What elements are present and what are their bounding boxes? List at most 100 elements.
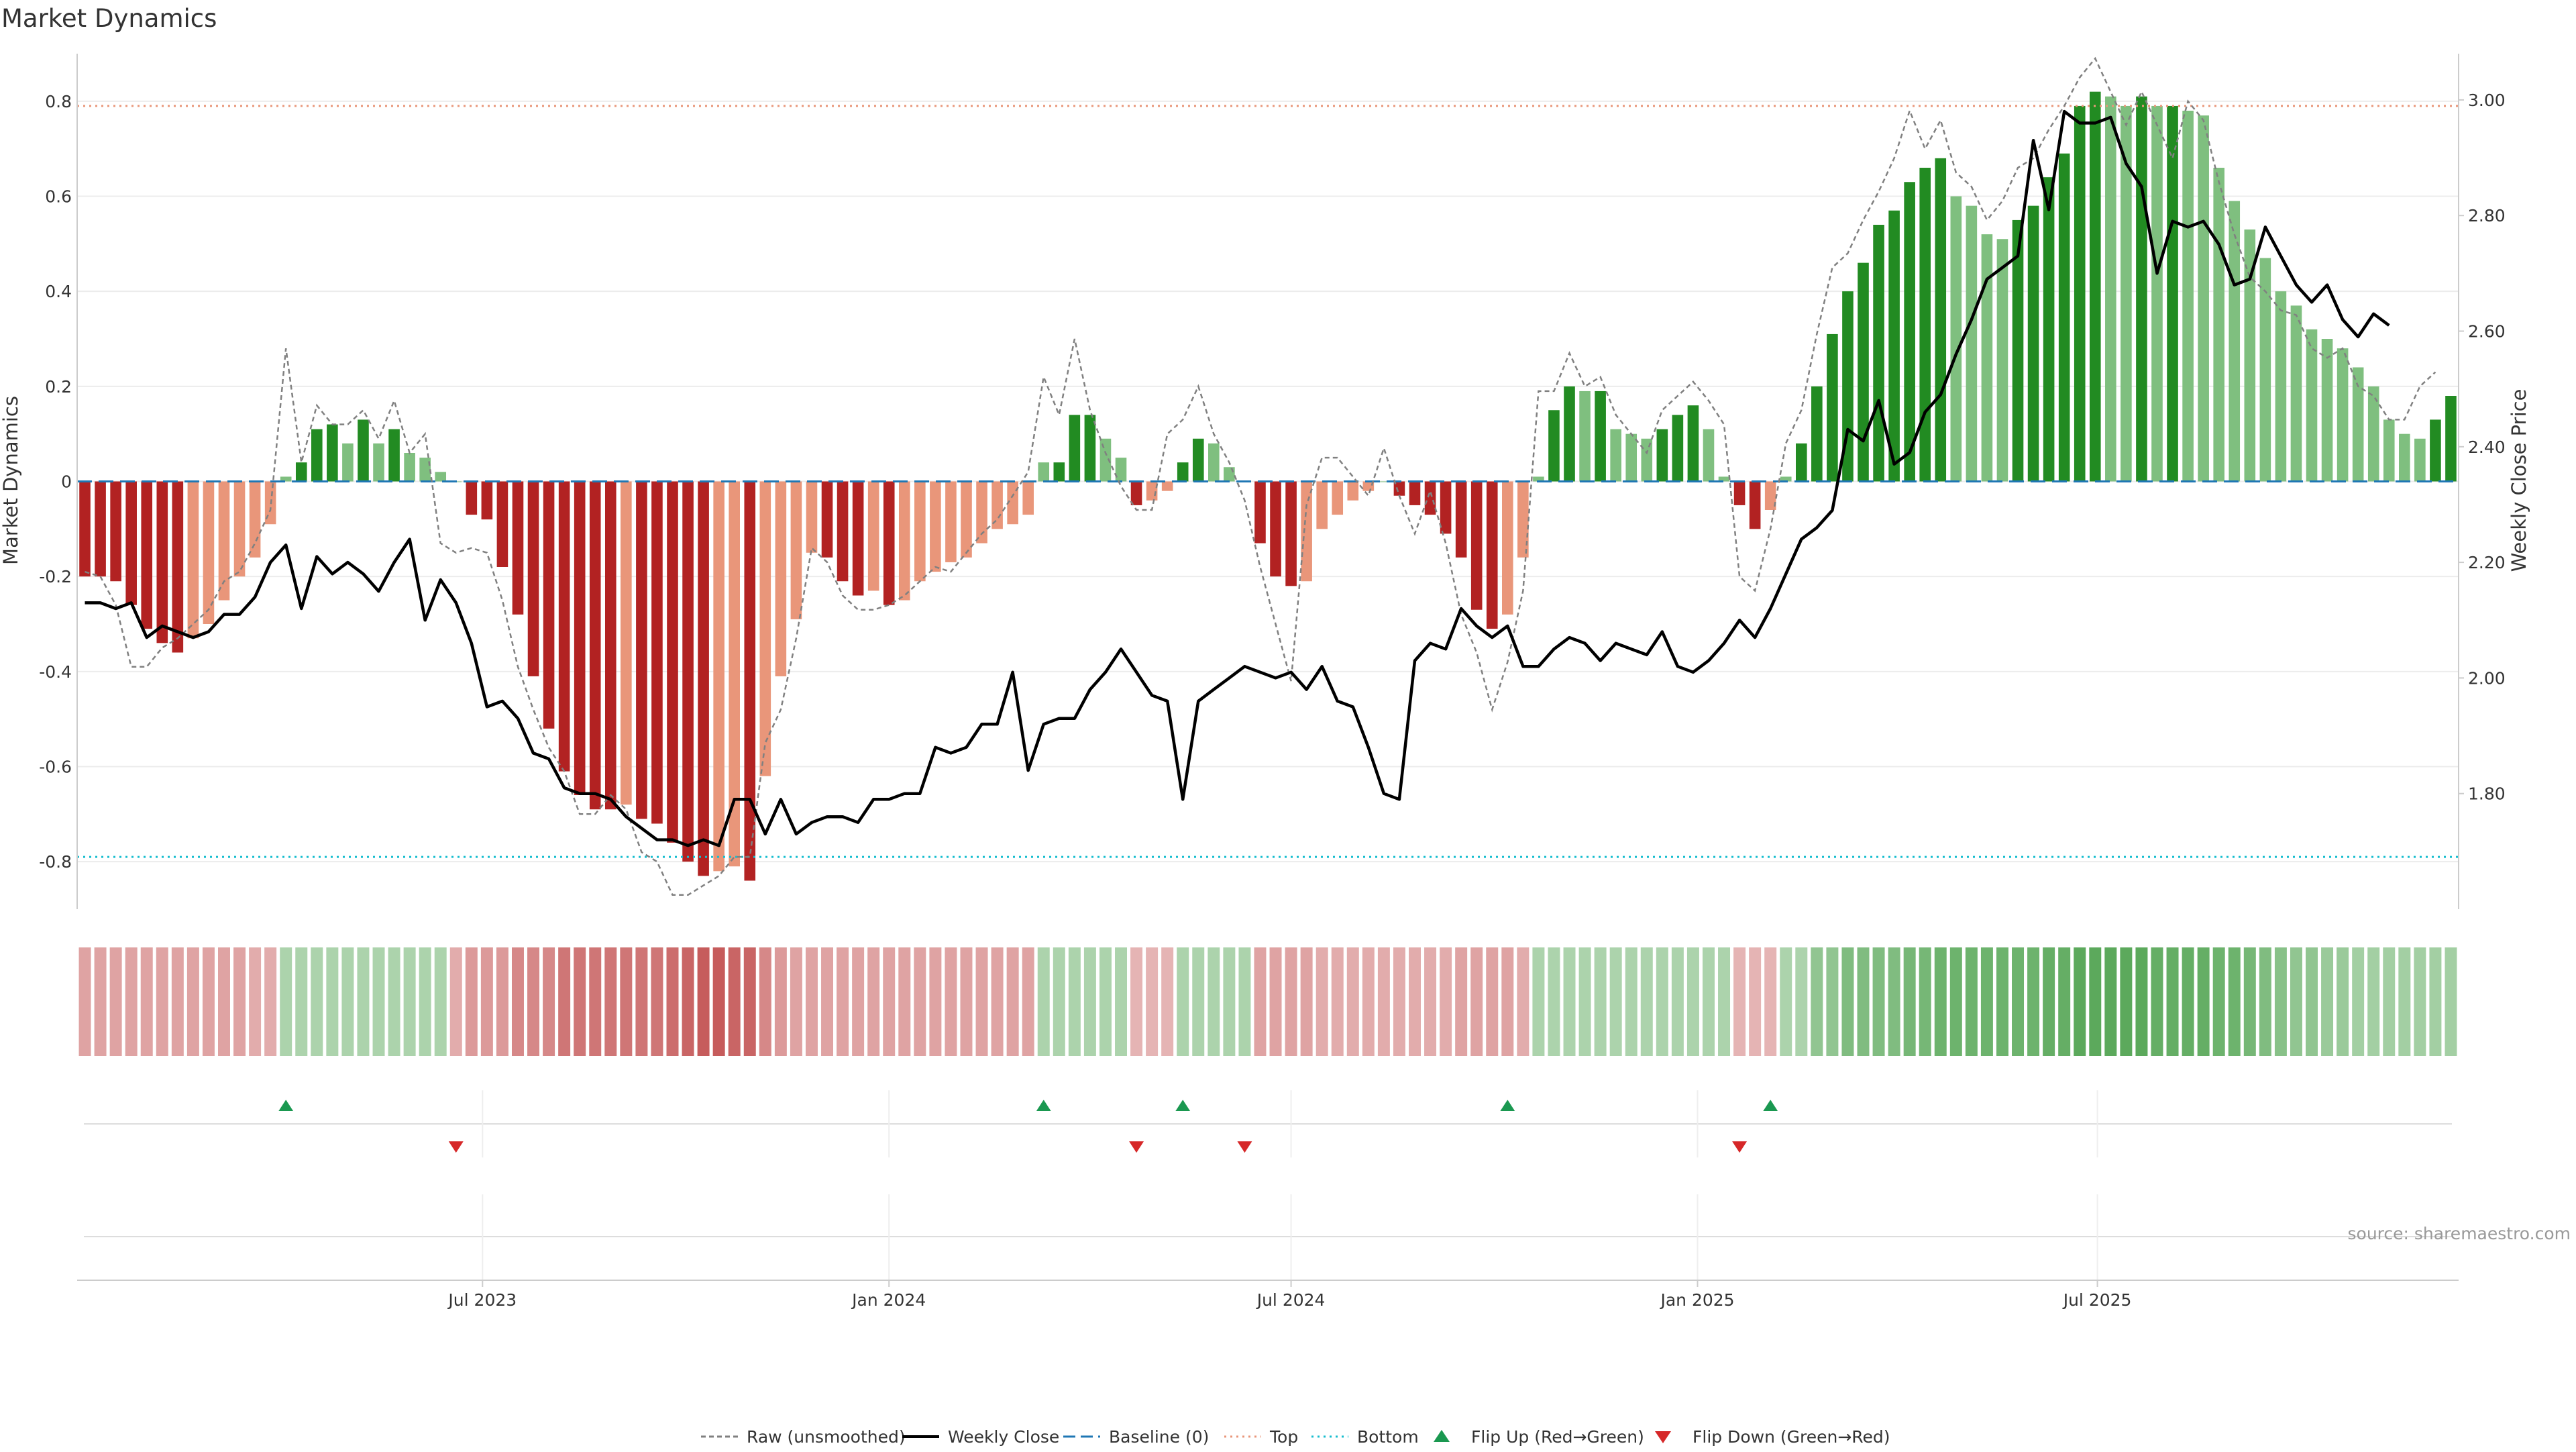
dynamics-bar <box>945 481 957 562</box>
dynamics-bar <box>1332 481 1344 515</box>
dynamics-bar <box>295 462 307 482</box>
regime-cell <box>218 947 230 1056</box>
regime-cell <box>1161 947 1174 1056</box>
legend-label-flip_down: Flip Down (Green→Red) <box>1693 1427 1890 1447</box>
dynamics-bar <box>1486 481 1498 629</box>
dynamics-bar <box>172 481 184 653</box>
regime-cell <box>2290 947 2302 1056</box>
flip-up-marker <box>1036 1100 1051 1111</box>
regime-cell <box>1486 947 1499 1056</box>
regime-cell <box>589 947 602 1056</box>
dynamics-bar <box>2182 111 2194 482</box>
dynamics-bar <box>1053 462 1065 482</box>
dynamics-bar <box>1873 225 1884 482</box>
dynamics-bar <box>1904 182 1915 482</box>
regime-cell <box>2197 947 2210 1056</box>
regime-cell <box>2135 947 2148 1056</box>
regime-cell <box>1517 947 1529 1056</box>
regime-cell <box>233 947 246 1056</box>
legend-label-bottom: Bottom <box>1357 1427 1419 1447</box>
dynamics-bar <box>203 481 215 624</box>
dynamics-bar <box>1517 481 1529 558</box>
regime-cell <box>929 947 942 1056</box>
dynamics-bar <box>2198 115 2209 482</box>
regime-cell <box>2274 947 2287 1056</box>
dynamics-bar <box>991 481 1003 529</box>
dynamics-bar <box>1641 438 1653 482</box>
right-tick-label: 2.80 <box>2468 206 2506 225</box>
regime-cell <box>620 947 633 1056</box>
dynamics-bar <box>729 481 741 867</box>
dynamics-bar <box>2043 177 2055 482</box>
dynamics-bar <box>2012 219 2024 482</box>
regime-cell <box>712 947 725 1056</box>
flip-down-marker <box>448 1141 464 1153</box>
regime-cell <box>1285 947 1297 1056</box>
dynamics-bar <box>2244 229 2256 482</box>
regime-cell <box>1269 947 1282 1056</box>
dynamics-bar <box>1749 481 1761 529</box>
dynamics-bar <box>249 481 261 558</box>
regime-cell <box>140 947 153 1056</box>
dynamics-bar <box>466 481 478 515</box>
x-axis: Jul 2023 Jan 2024 Jul 2024 Jan 2025 Jul 2025 <box>77 1194 2459 1310</box>
dynamics-bar <box>1038 462 1050 482</box>
regime-cell <box>2074 947 2086 1056</box>
dynamics-bar <box>2352 367 2364 482</box>
regime-cell <box>2212 947 2225 1056</box>
dynamics-bar <box>1610 429 1621 482</box>
regime-cell <box>341 947 354 1056</box>
regime-cell <box>1068 947 1081 1056</box>
flip-up-marker <box>1175 1100 1191 1111</box>
regime-cell <box>1795 947 1808 1056</box>
dynamics-bar <box>481 481 493 520</box>
regime-cell <box>2104 947 2117 1056</box>
regime-cell <box>1424 947 1437 1056</box>
regime-cell <box>156 947 168 1056</box>
regime-cell <box>960 947 973 1056</box>
regime-cell <box>821 947 834 1056</box>
dynamics-bar <box>1502 481 1513 615</box>
dynamics-bar <box>1007 481 1018 525</box>
regime-cell <box>1980 947 1993 1056</box>
regime-cell <box>2243 947 2256 1056</box>
dynamics-bar <box>1192 438 1204 482</box>
dynamics-bar <box>1533 476 1544 482</box>
dynamics-bar <box>930 481 941 572</box>
dynamics-bar <box>2058 153 2070 482</box>
regime-cell <box>728 947 741 1056</box>
dynamics-bar <box>1177 462 1189 482</box>
regime-cell <box>2383 947 2396 1056</box>
dynamics-bar <box>2089 91 2101 482</box>
dynamics-bar <box>1733 481 1746 505</box>
dynamics-bar <box>141 481 153 629</box>
dynamics-bar <box>821 481 833 558</box>
dynamics-bar <box>2027 205 2039 482</box>
right-tick-label: 2.60 <box>2468 322 2506 342</box>
dynamics-bar <box>1301 481 1312 582</box>
regime-cell <box>2043 947 2055 1056</box>
dynamics-bar <box>1718 476 1730 482</box>
dynamics-bar <box>373 443 384 482</box>
dynamics-bar <box>1254 481 1266 543</box>
dynamics-bar <box>311 429 323 482</box>
regime-cell <box>1238 947 1251 1056</box>
dynamics-bar <box>1316 481 1328 529</box>
regime-cell <box>852 947 865 1056</box>
regime-cell <box>1826 947 1839 1056</box>
regime-cell <box>94 947 107 1056</box>
dynamics-bar <box>2213 168 2224 482</box>
dynamics-bar <box>883 481 895 605</box>
regime-cell <box>1733 947 1746 1056</box>
dynamics-bar <box>1950 196 1962 482</box>
left-tick-label: 0.6 <box>45 187 72 207</box>
regime-cell <box>2182 947 2194 1056</box>
regime-cell <box>125 947 138 1056</box>
regime-cell <box>604 947 617 1056</box>
regime-cell <box>867 947 880 1056</box>
dynamics-bar <box>218 481 230 601</box>
dynamics-bar <box>1130 481 1142 505</box>
regime-cell <box>743 947 756 1056</box>
regime-cell <box>2089 947 2102 1056</box>
